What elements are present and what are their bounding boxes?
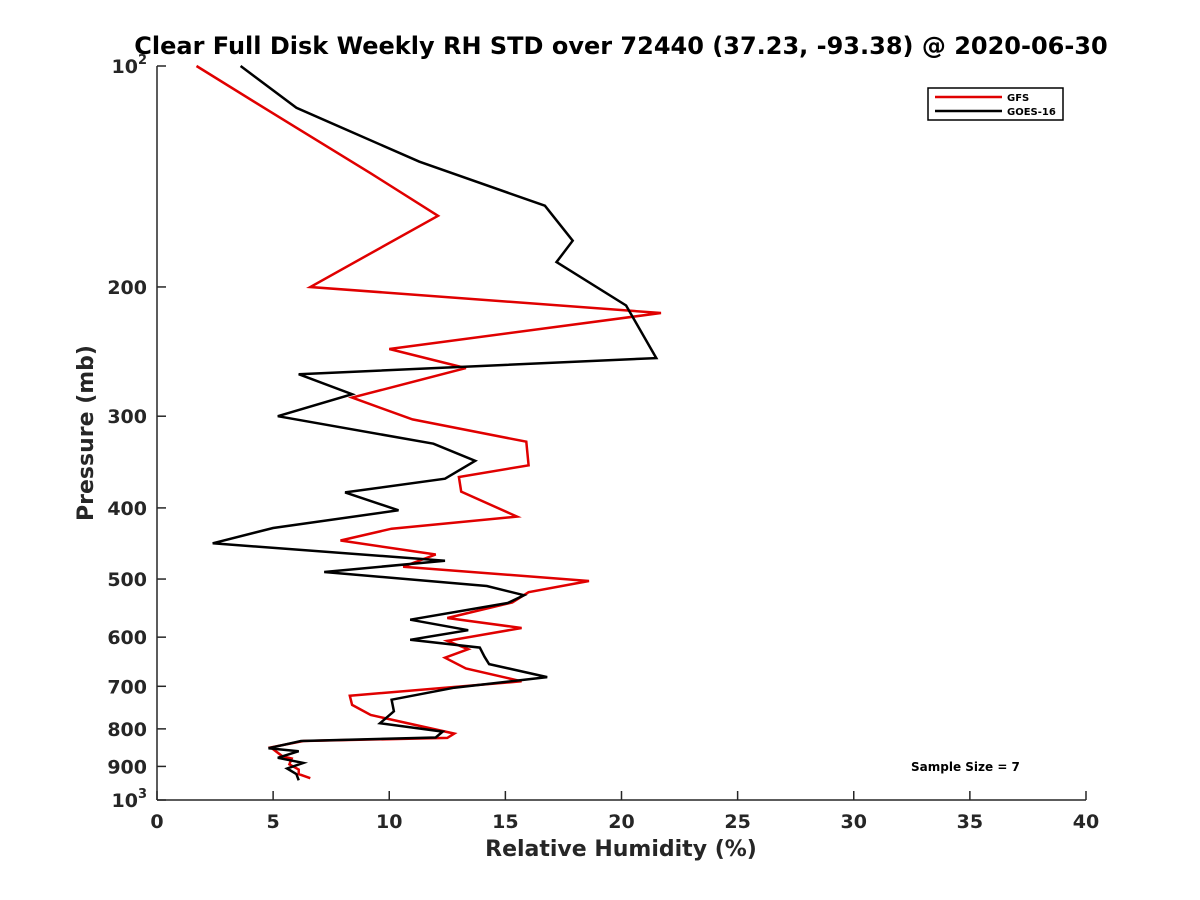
chart-title: Clear Full Disk Weekly RH STD over 72440… <box>134 32 1107 60</box>
x-axis-label: Relative Humidity (%) <box>485 837 757 862</box>
y-tick-label: 200 <box>107 277 147 299</box>
y-tick-label: 600 <box>107 627 147 649</box>
x-tick-label: 5 <box>267 811 280 833</box>
legend-label-gfs: GFS <box>1007 93 1029 104</box>
x-tick-label: 40 <box>1073 811 1099 833</box>
x-tick-label: 25 <box>724 811 750 833</box>
x-axis-ticks: 0 5 10 15 20 25 30 35 40 <box>150 791 1099 833</box>
y-axis-label: Pressure (mb) <box>74 345 99 521</box>
x-tick-label: 35 <box>957 811 983 833</box>
y-tick-label: 400 <box>107 498 147 520</box>
x-tick-label: 30 <box>841 811 867 833</box>
y-tick-label: 800 <box>107 719 147 741</box>
series-line-goes-16 <box>212 64 659 781</box>
legend-box <box>927 87 1064 121</box>
sample-size-annotation: Sample Size = 7 <box>911 760 1020 774</box>
plot-area <box>195 64 662 781</box>
x-tick-label: 10 <box>376 811 402 833</box>
y-tick-label: 500 <box>107 569 147 591</box>
x-tick-label: 0 <box>150 811 163 833</box>
y-tick-label: 300 <box>107 406 147 428</box>
x-tick-label: 15 <box>492 811 518 833</box>
x-tick-label: 20 <box>608 811 634 833</box>
y-tick-label: 900 <box>107 756 147 778</box>
y-tick-label: 700 <box>107 676 147 698</box>
legend: GFS GOES-16 <box>927 87 1064 121</box>
legend-label-goes-16: GOES-16 <box>1007 107 1056 118</box>
